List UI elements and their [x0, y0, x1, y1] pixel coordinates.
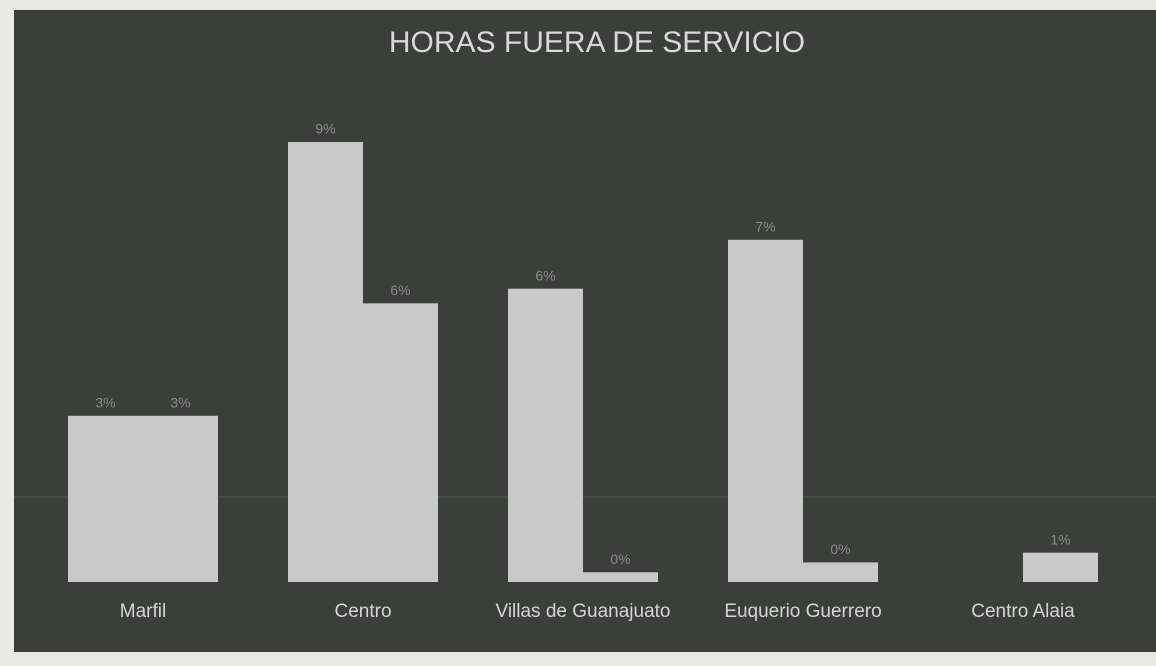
x-tick-label: Villas de Guanajuato [496, 601, 671, 622]
bar [728, 239, 803, 582]
x-tick-label: Euquerio Guerrero [724, 601, 881, 622]
bar [508, 288, 583, 582]
value-label: 6% [535, 267, 555, 283]
chart-title: HORAS FUERA DE SERVICIO [389, 26, 805, 59]
bar [363, 303, 438, 582]
value-label: 0% [610, 551, 630, 567]
value-label: 1% [1050, 531, 1070, 547]
bar [143, 415, 218, 582]
bar [288, 142, 363, 582]
value-label: 0% [830, 541, 850, 557]
x-tick-label: Centro [334, 601, 391, 622]
bar [1023, 552, 1098, 582]
x-tick-label: Centro Alaia [971, 601, 1075, 622]
value-label: 6% [390, 282, 410, 298]
value-label: 9% [315, 121, 335, 137]
value-label: 3% [170, 394, 190, 410]
bar [68, 415, 143, 582]
x-tick-label: Marfil [120, 601, 166, 622]
value-label: 3% [95, 394, 115, 410]
bar [803, 562, 878, 582]
value-label: 7% [755, 218, 775, 234]
bar [583, 572, 658, 582]
